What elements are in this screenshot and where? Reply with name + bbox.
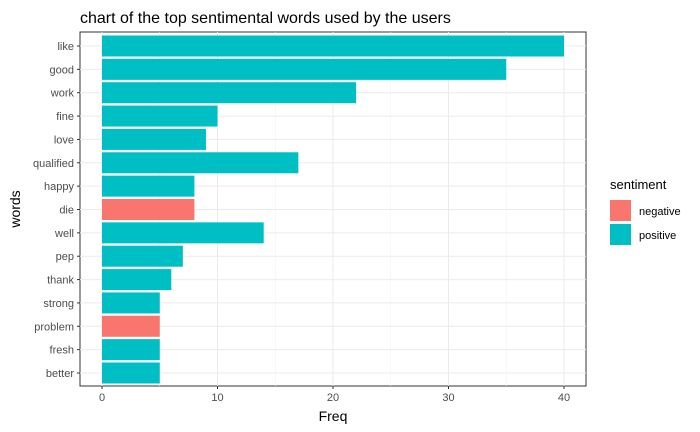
y-tick-label-die: die xyxy=(59,205,74,217)
bar-like xyxy=(102,35,564,57)
y-tick-label-problem: problem xyxy=(34,321,74,333)
y-tick-label-work: work xyxy=(50,88,75,100)
y-tick-label-good: good xyxy=(50,64,74,76)
bar-problem xyxy=(102,315,160,337)
y-tick-label-thank: thank xyxy=(47,275,74,287)
legend: sentiment negative positive xyxy=(610,177,681,245)
x-axis-title: Freq xyxy=(319,408,348,424)
bar-well xyxy=(102,222,264,244)
chart-title: chart of the top sentimental words used … xyxy=(80,10,451,27)
x-tick-label-10: 10 xyxy=(211,392,223,404)
bar-thank xyxy=(102,269,172,291)
y-tick-label-fresh: fresh xyxy=(50,345,74,357)
y-tick-label-better: better xyxy=(46,368,74,380)
legend-key-positive xyxy=(610,224,631,245)
bar-fine xyxy=(102,105,218,127)
bar-strong xyxy=(102,292,160,314)
bar-pep xyxy=(102,245,183,267)
y-tick-label-like: like xyxy=(57,41,74,53)
y-tick-label-pep: pep xyxy=(56,251,74,263)
bar-fresh xyxy=(102,339,160,361)
y-tick-label-fine: fine xyxy=(56,111,74,123)
bar-love xyxy=(102,128,206,150)
x-tick-label-30: 30 xyxy=(442,392,454,404)
y-tick-label-love: love xyxy=(54,134,74,146)
legend-key-negative xyxy=(610,200,631,221)
legend-label-negative: negative xyxy=(639,206,681,218)
bars xyxy=(102,35,564,384)
y-axis-title: words xyxy=(7,190,23,228)
legend-title: sentiment xyxy=(610,177,667,192)
x-axis-ticks: 0 10 20 30 40 xyxy=(99,386,570,404)
y-tick-label-strong: strong xyxy=(43,298,74,310)
x-tick-label-20: 20 xyxy=(327,392,339,404)
bar-happy xyxy=(102,175,195,197)
bar-good xyxy=(102,58,507,80)
y-tick-label-well: well xyxy=(54,228,74,240)
legend-label-positive: positive xyxy=(639,230,676,242)
y-axis-ticks: like good work fine love qualified happy die wel… xyxy=(33,41,80,380)
bar-die xyxy=(102,199,195,220)
bar-better xyxy=(102,362,160,384)
x-tick-label-0: 0 xyxy=(99,392,105,404)
y-tick-label-qualified: qualified xyxy=(33,158,74,170)
x-tick-label-40: 40 xyxy=(558,392,570,404)
bar-work xyxy=(102,82,357,104)
bar-qualified xyxy=(102,152,299,174)
y-tick-label-happy: happy xyxy=(44,181,74,193)
